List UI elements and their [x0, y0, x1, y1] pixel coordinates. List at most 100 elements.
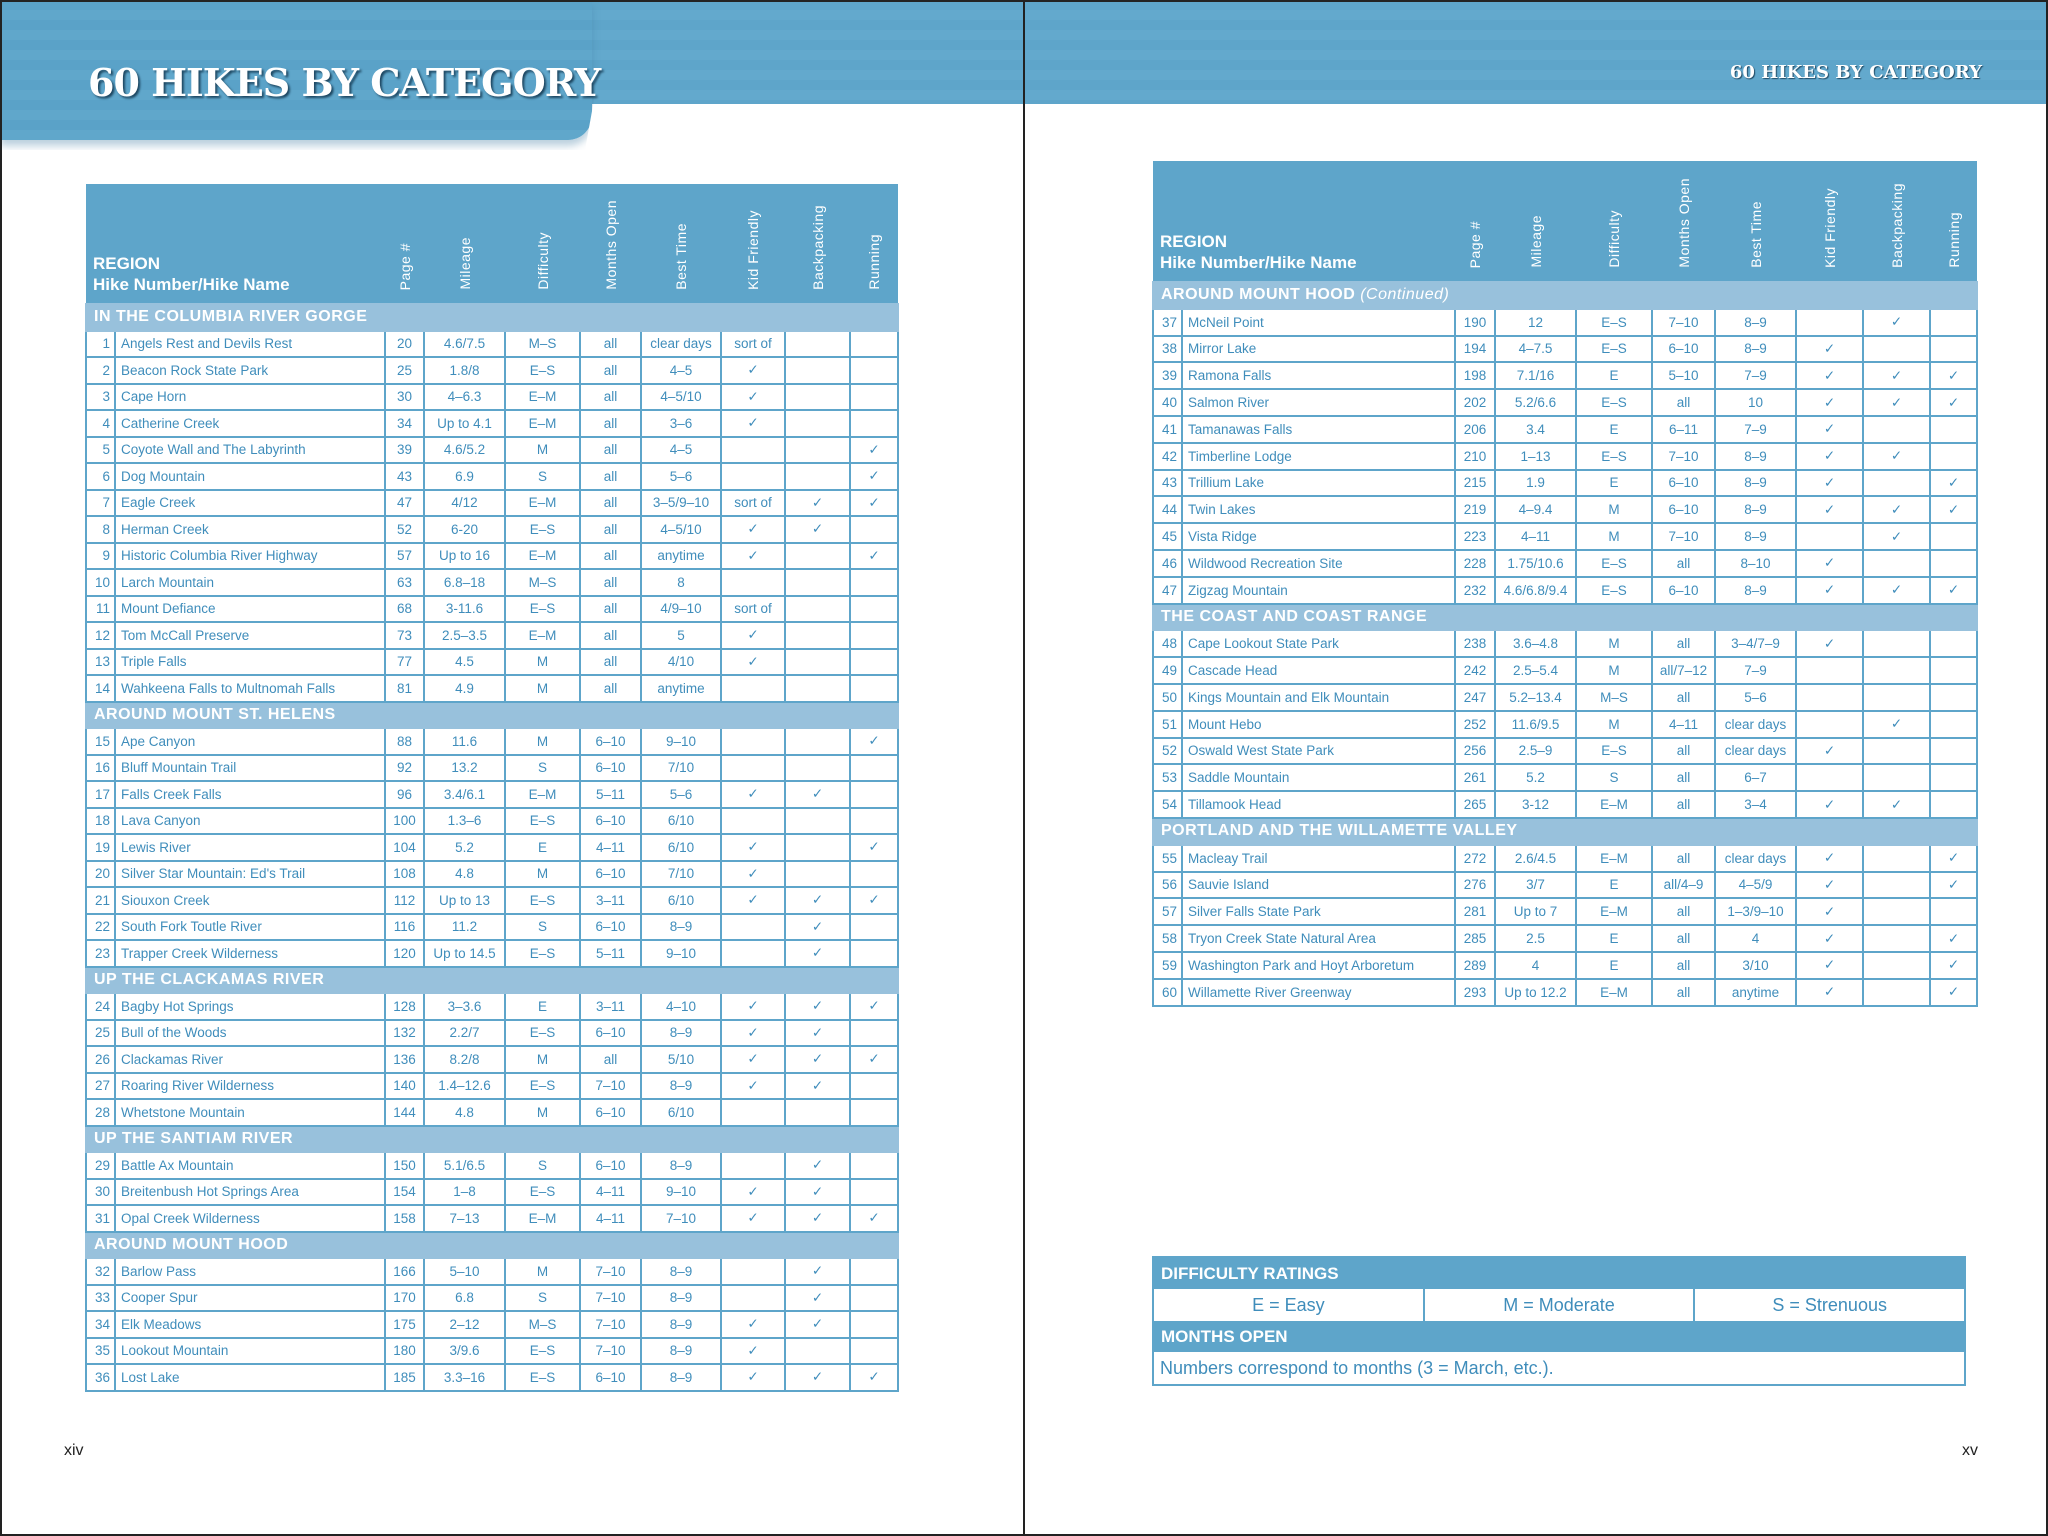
mileage-cell: 4–11: [1494, 522, 1577, 551]
difficulty-cell: E–S: [1575, 307, 1653, 337]
table-row: 14 Wahkeena Falls to Multnomah Falls 81 4.9…: [85, 674, 899, 703]
mileage-cell: 4.6/6.8/9.4: [1494, 575, 1577, 605]
hike-number-cell: 42: [1152, 441, 1183, 471]
kid-friendly-cell: [720, 912, 786, 941]
column-label-best: Best Time: [673, 223, 689, 290]
region-row: IN THE COLUMBIA RIVER GORGE: [85, 303, 899, 332]
kid-friendly-cell: ✓: [1795, 629, 1864, 659]
months-open-cell: all: [1651, 548, 1716, 578]
running-cell: [849, 1177, 899, 1206]
difficulty-cell: E–S: [504, 1177, 581, 1206]
hike-number-cell: 1: [85, 329, 116, 358]
difficulty-cell: E–M: [1575, 897, 1653, 927]
table-row: 44 Twin Lakes 219 4–9.4 M 6–10 8–9 ✓ ✓ ✓: [1152, 495, 1978, 525]
page-number-cell: 223: [1454, 522, 1496, 551]
best-time-cell: 9–10: [640, 1177, 722, 1206]
best-time-cell: anytime: [1714, 977, 1797, 1007]
kid-friendly-cell: ✓: [720, 1045, 786, 1074]
running-cell: [1929, 548, 1978, 578]
kid-friendly-cell: ✓: [720, 886, 786, 915]
page-number-cell: 39: [384, 435, 425, 464]
kid-friendly-cell: ✓: [1795, 870, 1864, 900]
running-cell: [849, 674, 899, 703]
best-time-cell: 4/9–10: [640, 594, 722, 623]
page-number-cell: 30: [384, 382, 425, 411]
hike-number-cell: 53: [1152, 763, 1183, 793]
column-label-difficulty: Difficulty: [534, 232, 551, 290]
backpacking-cell: ✓: [784, 488, 851, 517]
running-cell: [849, 594, 899, 623]
best-time-cell: clear days: [1714, 709, 1797, 739]
running-cell: [849, 753, 899, 782]
kid-friendly-cell: [720, 939, 786, 968]
region-name: UP THE SANTIAM RIVER: [94, 1129, 294, 1147]
backpacking-cell: [1862, 736, 1931, 766]
backpacking-cell: ✓: [1862, 790, 1931, 819]
table-row: 29 Battle Ax Mountain 150 5.1/6.5 S 6–10 8–9 ✓: [85, 1151, 899, 1180]
kid-friendly-cell: [720, 753, 786, 782]
best-time-cell: 5–6: [640, 462, 722, 491]
hike-number-cell: 43: [1152, 468, 1183, 498]
kid-friendly-cell: ✓: [1795, 388, 1864, 417]
backpacking-cell: [1862, 977, 1931, 1007]
hike-number-cell: 28: [85, 1098, 116, 1127]
page-number-cell: 112: [384, 886, 425, 915]
difficulty-cell: E–S: [1575, 575, 1653, 605]
backpacking-cell: ✓: [784, 1151, 851, 1180]
backpacking-cell: ✓: [1862, 575, 1931, 605]
backpacking-cell: ✓: [1862, 522, 1931, 551]
best-time-cell: 8–9: [640, 1283, 722, 1312]
best-time-cell: 3/10: [1714, 950, 1797, 980]
table-row: 32 Barlow Pass 166 5–10 M 7–10 8–9 ✓: [85, 1257, 899, 1286]
difficulty-cell: E–M: [504, 1204, 581, 1233]
hike-number-cell: 38: [1152, 334, 1183, 364]
region-heading: UP THE SANTIAM RIVER: [85, 1124, 899, 1153]
months-open-cell: all: [1651, 629, 1716, 659]
page-number-cell: 108: [384, 859, 425, 888]
months-open-cell: 4–11: [1651, 709, 1716, 739]
backpacking-cell: [784, 594, 851, 623]
page-number-cell: 128: [384, 992, 425, 1021]
column-header-running: Running: [1930, 161, 1977, 282]
table-row: 10 Larch Mountain 63 6.8–18 M–S all 8: [85, 568, 899, 597]
mileage-cell: 2–12: [423, 1310, 506, 1339]
hike-number-cell: 17: [85, 780, 116, 809]
hike-name-cell: Willamette River Greenway: [1181, 977, 1456, 1007]
mileage-cell: 7–13: [423, 1204, 506, 1233]
hike-name-cell: Tryon Creek State Natural Area: [1181, 924, 1456, 953]
running-cell: ✓: [849, 992, 899, 1021]
running-cell: [849, 859, 899, 888]
kid-friendly-cell: ✓: [1795, 495, 1864, 525]
hike-number-cell: 55: [1152, 843, 1183, 873]
backpacking-cell: [784, 621, 851, 650]
backpacking-cell: ✓: [1862, 307, 1931, 337]
running-cell: [849, 329, 899, 358]
months-open-cell: 6–10: [1651, 495, 1716, 525]
page-number-cell: 232: [1454, 575, 1496, 605]
difficulty-cell: M–S: [504, 568, 581, 597]
kid-friendly-cell: ✓: [1795, 334, 1864, 364]
months-open-cell: all/4–9: [1651, 870, 1716, 900]
hike-name-cell: Larch Mountain: [114, 568, 386, 597]
mileage-cell: 7.1/16: [1494, 361, 1577, 391]
months-open-cell: 6–10: [579, 727, 642, 756]
best-time-cell: 3–5/9–10: [640, 488, 722, 517]
backpacking-cell: [784, 859, 851, 888]
page-number-cell: 190: [1454, 307, 1496, 337]
kid-friendly-cell: ✓: [720, 1204, 786, 1233]
column-header-kid: Kid Friendly: [1796, 161, 1863, 282]
page-number-cell: 57: [384, 541, 425, 570]
difficulty-cell: E–S: [504, 1336, 581, 1365]
page-number-cell: 43: [384, 462, 425, 491]
hike-name-cell: Catherine Creek: [114, 409, 386, 438]
kid-friendly-cell: ✓: [720, 1177, 786, 1206]
backpacking-cell: [784, 727, 851, 756]
kid-friendly-cell: sort of: [720, 488, 786, 517]
page-number-cell: 158: [384, 1204, 425, 1233]
region-heading: THE COAST AND COAST RANGE: [1152, 602, 1978, 632]
region-row: UP THE CLACKAMAS RIVER: [85, 965, 899, 994]
mileage-cell: 3-11.6: [423, 594, 506, 623]
hike-name-cell: Oswald West State Park: [1181, 736, 1456, 766]
hike-number-cell: 19: [85, 833, 116, 862]
